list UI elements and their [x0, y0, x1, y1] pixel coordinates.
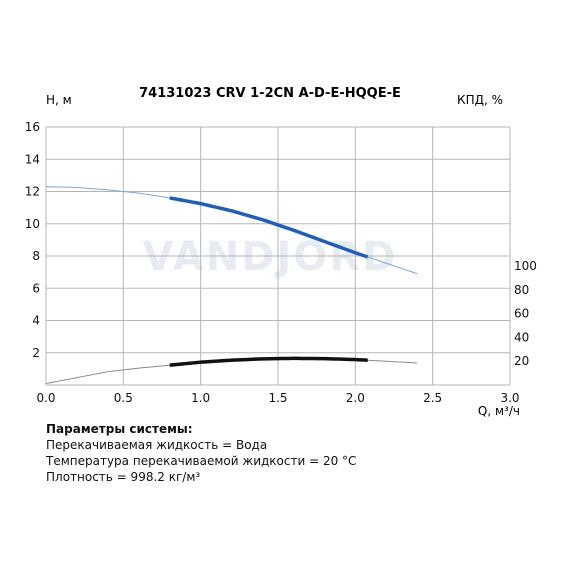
y-left-tick-label: 12 — [25, 185, 40, 199]
efficiency-curve-full — [45, 357, 418, 385]
x-tick-label: 3.0 — [500, 391, 519, 405]
x-tick-label: 1.5 — [268, 391, 287, 405]
system-parameters: Параметры системы: Перекачиваемая жидкос… — [46, 421, 356, 485]
parameters-title: Параметры системы: — [46, 422, 193, 436]
ticks: 0.0 0.5 1.0 1.5 2.0 2.5 3.0 2 4 6 8 10 12 14 16 20 40 60 8… — [25, 120, 537, 405]
series-layer — [45, 186, 418, 385]
watermark: VANDJORD — [143, 234, 398, 280]
parameter-line: Перекачиваемая жидкость = Вода — [46, 438, 268, 452]
grid — [45, 126, 511, 386]
y-left-tick-label: 4 — [32, 314, 40, 328]
y-left-tick-label: 10 — [25, 217, 40, 231]
head-curve-operating — [169, 196, 369, 259]
chart-title: 74131023 CRV 1-2CN A-D-E-HQQE-E — [139, 86, 401, 101]
x-tick-label: 0.5 — [114, 391, 133, 405]
x-tick-label: 2.5 — [423, 391, 442, 405]
y-left-tick-label: 8 — [32, 249, 40, 263]
y-right-tick-label: 40 — [514, 330, 529, 344]
y-left-tick-label: 2 — [32, 346, 40, 360]
y-left-tick-label: 16 — [25, 120, 40, 134]
y-right-tick-label: 20 — [514, 354, 529, 368]
x-tick-label: 1.0 — [191, 391, 210, 405]
x-axis-title: Q, м³/ч — [478, 404, 520, 418]
parameter-line: Плотность = 998.2 кг/м³ — [46, 470, 201, 484]
y-right-tick-label: 80 — [514, 283, 529, 297]
parameter-line: Температура перекачиваемой жидкости = 20… — [46, 454, 357, 468]
x-tick-label: 0.0 — [36, 391, 55, 405]
y-right-axis-title: КПД, % — [457, 93, 503, 107]
y-left-tick-label: 6 — [32, 281, 40, 295]
y-left-axis-title: H, м — [46, 93, 72, 107]
x-tick-label: 2.0 — [346, 391, 365, 405]
y-right-tick-label: 100 — [514, 259, 537, 273]
efficiency-curve-operating — [169, 356, 368, 367]
y-right-tick-label: 60 — [514, 307, 529, 321]
y-left-tick-label: 14 — [25, 152, 40, 166]
